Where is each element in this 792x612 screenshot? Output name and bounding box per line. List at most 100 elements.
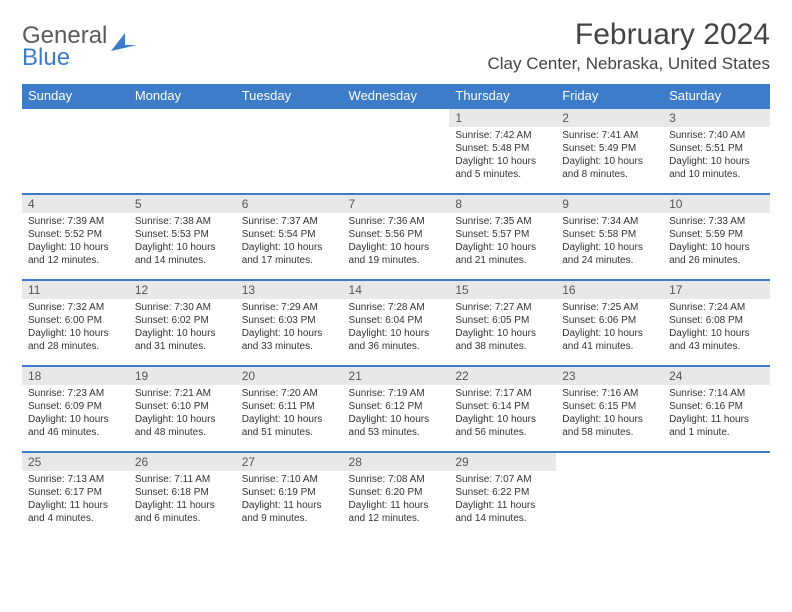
day-number: 16: [556, 281, 663, 299]
day-number: 22: [449, 367, 556, 385]
calendar-day-cell: 12Sunrise: 7:30 AMSunset: 6:02 PMDayligh…: [129, 280, 236, 366]
calendar-day-cell: [556, 452, 663, 538]
calendar-day-cell: [129, 108, 236, 194]
sunrise-text: Sunrise: 7:27 AM: [455, 301, 550, 314]
sunrise-text: Sunrise: 7:30 AM: [135, 301, 230, 314]
sunrise-text: Sunrise: 7:42 AM: [455, 129, 550, 142]
day-data: Sunrise: 7:23 AMSunset: 6:09 PMDaylight:…: [22, 385, 129, 443]
day-data: Sunrise: 7:35 AMSunset: 5:57 PMDaylight:…: [449, 213, 556, 271]
day-number: 23: [556, 367, 663, 385]
day-number: 8: [449, 195, 556, 213]
sunset-text: Sunset: 6:11 PM: [242, 400, 337, 413]
daylight-text: Daylight: 10 hours and 21 minutes.: [455, 241, 550, 267]
calendar-day-cell: 27Sunrise: 7:10 AMSunset: 6:19 PMDayligh…: [236, 452, 343, 538]
calendar-page: General Blue February 2024 Clay Center, …: [0, 0, 792, 556]
daylight-text: Daylight: 10 hours and 56 minutes.: [455, 413, 550, 439]
location-subtitle: Clay Center, Nebraska, United States: [487, 54, 770, 74]
day-number: 10: [663, 195, 770, 213]
sunrise-text: Sunrise: 7:35 AM: [455, 215, 550, 228]
daylight-text: Daylight: 10 hours and 28 minutes.: [28, 327, 123, 353]
sunset-text: Sunset: 6:05 PM: [455, 314, 550, 327]
weekday-header: Thursday: [449, 84, 556, 108]
calendar-day-cell: [343, 108, 450, 194]
calendar-day-cell: 7Sunrise: 7:36 AMSunset: 5:56 PMDaylight…: [343, 194, 450, 280]
day-data: Sunrise: 7:10 AMSunset: 6:19 PMDaylight:…: [236, 471, 343, 529]
day-number: 13: [236, 281, 343, 299]
sunrise-text: Sunrise: 7:25 AM: [562, 301, 657, 314]
calendar-day-cell: 28Sunrise: 7:08 AMSunset: 6:20 PMDayligh…: [343, 452, 450, 538]
day-data: Sunrise: 7:41 AMSunset: 5:49 PMDaylight:…: [556, 127, 663, 185]
day-number: 21: [343, 367, 450, 385]
sunset-text: Sunset: 6:04 PM: [349, 314, 444, 327]
day-data: Sunrise: 7:38 AMSunset: 5:53 PMDaylight:…: [129, 213, 236, 271]
calendar-day-cell: [236, 108, 343, 194]
calendar-day-cell: 8Sunrise: 7:35 AMSunset: 5:57 PMDaylight…: [449, 194, 556, 280]
day-data: Sunrise: 7:21 AMSunset: 6:10 PMDaylight:…: [129, 385, 236, 443]
weekday-header: Saturday: [663, 84, 770, 108]
sunset-text: Sunset: 6:22 PM: [455, 486, 550, 499]
day-number: 12: [129, 281, 236, 299]
sunset-text: Sunset: 6:14 PM: [455, 400, 550, 413]
sunset-text: Sunset: 6:10 PM: [135, 400, 230, 413]
day-data: Sunrise: 7:42 AMSunset: 5:48 PMDaylight:…: [449, 127, 556, 185]
sunrise-text: Sunrise: 7:10 AM: [242, 473, 337, 486]
calendar-day-cell: 23Sunrise: 7:16 AMSunset: 6:15 PMDayligh…: [556, 366, 663, 452]
day-data: Sunrise: 7:16 AMSunset: 6:15 PMDaylight:…: [556, 385, 663, 443]
calendar-week-row: 25Sunrise: 7:13 AMSunset: 6:17 PMDayligh…: [22, 452, 770, 538]
sunrise-text: Sunrise: 7:40 AM: [669, 129, 764, 142]
sunrise-text: Sunrise: 7:11 AM: [135, 473, 230, 486]
sunrise-text: Sunrise: 7:23 AM: [28, 387, 123, 400]
day-number: 4: [22, 195, 129, 213]
calendar-day-cell: 20Sunrise: 7:20 AMSunset: 6:11 PMDayligh…: [236, 366, 343, 452]
logo-text: General Blue: [22, 24, 107, 70]
daylight-text: Daylight: 10 hours and 31 minutes.: [135, 327, 230, 353]
day-data: Sunrise: 7:28 AMSunset: 6:04 PMDaylight:…: [343, 299, 450, 357]
daylight-text: Daylight: 10 hours and 38 minutes.: [455, 327, 550, 353]
day-number: 3: [663, 109, 770, 127]
sunset-text: Sunset: 6:19 PM: [242, 486, 337, 499]
calendar-table: Sunday Monday Tuesday Wednesday Thursday…: [22, 84, 770, 538]
sunset-text: Sunset: 6:00 PM: [28, 314, 123, 327]
day-number: 2: [556, 109, 663, 127]
calendar-day-cell: 5Sunrise: 7:38 AMSunset: 5:53 PMDaylight…: [129, 194, 236, 280]
sunset-text: Sunset: 6:08 PM: [669, 314, 764, 327]
sunset-text: Sunset: 5:57 PM: [455, 228, 550, 241]
daylight-text: Daylight: 10 hours and 14 minutes.: [135, 241, 230, 267]
daylight-text: Daylight: 11 hours and 6 minutes.: [135, 499, 230, 525]
month-title: February 2024: [487, 18, 770, 52]
sunset-text: Sunset: 6:16 PM: [669, 400, 764, 413]
day-number: 15: [449, 281, 556, 299]
calendar-day-cell: [22, 108, 129, 194]
calendar-week-row: 18Sunrise: 7:23 AMSunset: 6:09 PMDayligh…: [22, 366, 770, 452]
daylight-text: Daylight: 11 hours and 4 minutes.: [28, 499, 123, 525]
day-number: 18: [22, 367, 129, 385]
daylight-text: Daylight: 10 hours and 17 minutes.: [242, 241, 337, 267]
daylight-text: Daylight: 10 hours and 10 minutes.: [669, 155, 764, 181]
daylight-text: Daylight: 10 hours and 36 minutes.: [349, 327, 444, 353]
title-block: February 2024 Clay Center, Nebraska, Uni…: [487, 18, 770, 74]
sunrise-text: Sunrise: 7:13 AM: [28, 473, 123, 486]
day-data: Sunrise: 7:19 AMSunset: 6:12 PMDaylight:…: [343, 385, 450, 443]
daylight-text: Daylight: 10 hours and 51 minutes.: [242, 413, 337, 439]
day-data: Sunrise: 7:40 AMSunset: 5:51 PMDaylight:…: [663, 127, 770, 185]
sunrise-text: Sunrise: 7:28 AM: [349, 301, 444, 314]
sunrise-text: Sunrise: 7:16 AM: [562, 387, 657, 400]
calendar-day-cell: 6Sunrise: 7:37 AMSunset: 5:54 PMDaylight…: [236, 194, 343, 280]
calendar-day-cell: 13Sunrise: 7:29 AMSunset: 6:03 PMDayligh…: [236, 280, 343, 366]
calendar-day-cell: 16Sunrise: 7:25 AMSunset: 6:06 PMDayligh…: [556, 280, 663, 366]
day-data: Sunrise: 7:13 AMSunset: 6:17 PMDaylight:…: [22, 471, 129, 529]
sunset-text: Sunset: 6:15 PM: [562, 400, 657, 413]
day-data: Sunrise: 7:34 AMSunset: 5:58 PMDaylight:…: [556, 213, 663, 271]
calendar-day-cell: 21Sunrise: 7:19 AMSunset: 6:12 PMDayligh…: [343, 366, 450, 452]
day-data: Sunrise: 7:33 AMSunset: 5:59 PMDaylight:…: [663, 213, 770, 271]
weekday-header-row: Sunday Monday Tuesday Wednesday Thursday…: [22, 84, 770, 108]
daylight-text: Daylight: 11 hours and 1 minute.: [669, 413, 764, 439]
sunset-text: Sunset: 5:48 PM: [455, 142, 550, 155]
day-data: Sunrise: 7:24 AMSunset: 6:08 PMDaylight:…: [663, 299, 770, 357]
sunrise-text: Sunrise: 7:07 AM: [455, 473, 550, 486]
calendar-body: 1Sunrise: 7:42 AMSunset: 5:48 PMDaylight…: [22, 108, 770, 538]
sunset-text: Sunset: 6:20 PM: [349, 486, 444, 499]
sunset-text: Sunset: 6:18 PM: [135, 486, 230, 499]
sunset-text: Sunset: 5:53 PM: [135, 228, 230, 241]
sunrise-text: Sunrise: 7:21 AM: [135, 387, 230, 400]
